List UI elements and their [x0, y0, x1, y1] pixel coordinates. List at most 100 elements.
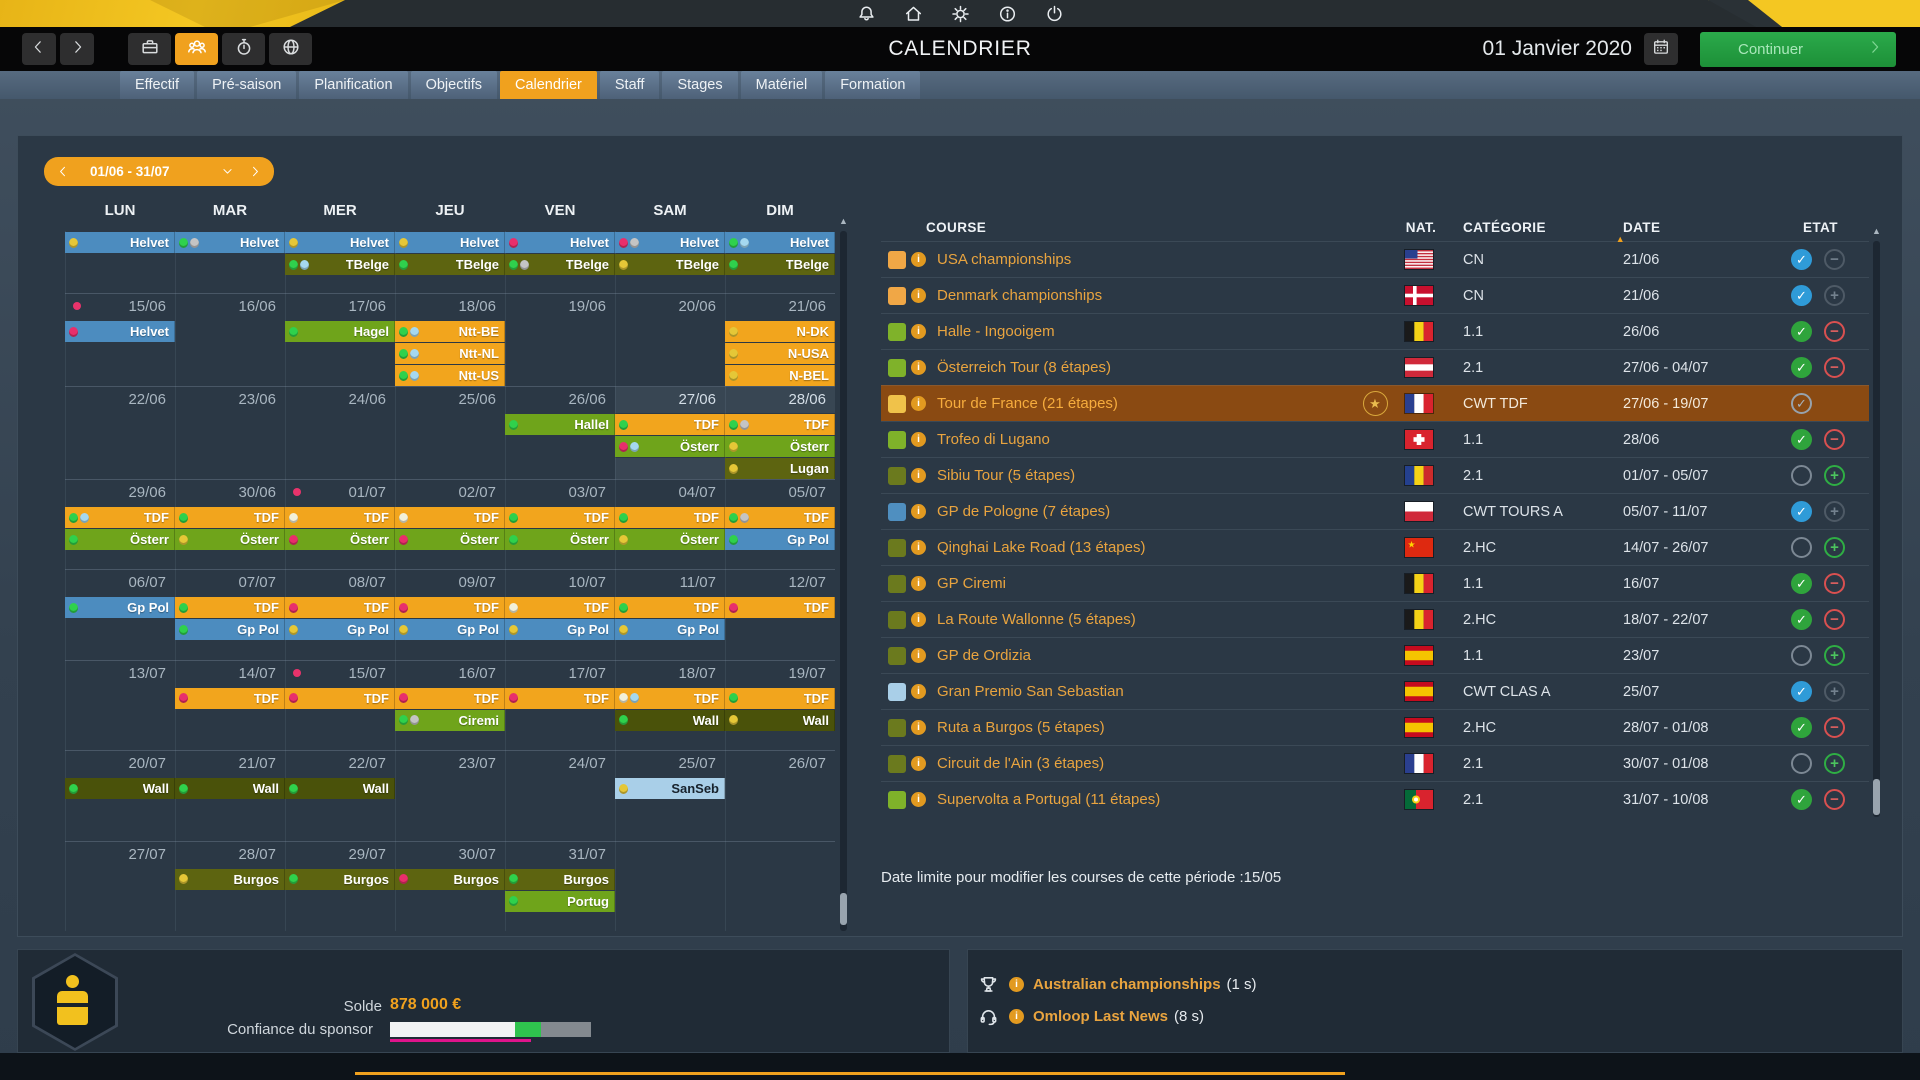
header-nat[interactable]: NAT. [1405, 220, 1437, 235]
calendar-event-tdf[interactable]: TDF [175, 597, 285, 619]
info-icon[interactable]: i [911, 252, 926, 267]
calendar-event-tdf[interactable]: TDF [285, 687, 395, 709]
calendar-event--sterr[interactable]: Österr [395, 529, 505, 550]
calendar-event-tdf[interactable]: TDF [615, 597, 725, 619]
calendar-event-helvet[interactable]: Helvet [175, 232, 285, 253]
info-icon[interactable]: i [911, 684, 926, 699]
calendar-event-wall[interactable]: Wall [65, 778, 175, 800]
course-row[interactable]: i Gran Premio San Sebastian CWT CLAS A 25/0… [881, 673, 1869, 709]
tab-formation[interactable]: Formation [825, 71, 921, 99]
calendar-event-helvet[interactable]: Helvet [395, 232, 505, 253]
nav-briefcase-button[interactable] [128, 33, 171, 65]
home-icon[interactable] [903, 3, 924, 24]
info-icon[interactable]: i [911, 468, 926, 483]
calendar-event-burgos[interactable]: Burgos [505, 868, 615, 890]
calendar-event-helvet[interactable]: Helvet [65, 321, 175, 342]
header-course[interactable]: COURSE [926, 220, 987, 235]
info-icon[interactable]: i [911, 792, 926, 807]
course-row[interactable]: i GP de Pologne (7 étapes) CWT TOURS A 05/0… [881, 493, 1869, 529]
calendar-event-wall[interactable]: Wall [175, 778, 285, 800]
date-range-selector[interactable]: 01/06 - 31/07 [44, 157, 274, 186]
continue-button[interactable]: Continuer [1700, 31, 1896, 67]
calendar-event-tdf[interactable]: TDF [395, 507, 505, 528]
range-next-icon[interactable] [248, 165, 261, 178]
add-course-icon[interactable]: + [1824, 537, 1845, 558]
calendar-event-gp-pol[interactable]: Gp Pol [725, 529, 835, 550]
calendar-event-hallei[interactable]: HalleI [505, 414, 615, 435]
calendar-event--sterr[interactable]: Österr [285, 529, 395, 550]
calendar-event-gp-pol[interactable]: Gp Pol [65, 597, 175, 619]
calendar-event--sterr[interactable]: Österr [65, 529, 175, 550]
calendar-event-gp-pol[interactable]: Gp Pol [395, 619, 505, 641]
remove-course-icon[interactable]: − [1824, 321, 1845, 342]
calendar-event-tbelge[interactable]: TBelge [725, 254, 835, 275]
course-row[interactable]: i Ruta a Burgos (5 étapes) 2.HC 28/07 - 01/… [881, 709, 1869, 745]
calendar-event-tdf[interactable]: TDF [725, 597, 835, 619]
info-icon[interactable]: i [911, 648, 926, 663]
calendar-event-helvet[interactable]: Helvet [505, 232, 615, 253]
sort-ascending-icon[interactable]: ▲ [1615, 234, 1625, 244]
tab-calendrier[interactable]: Calendrier [499, 71, 597, 99]
nav-team-button[interactable] [175, 33, 218, 65]
calendar-event-burgos[interactable]: Burgos [395, 868, 505, 890]
table-scrollbar-thumb[interactable] [1873, 779, 1880, 815]
calendar-event-helvet[interactable]: Helvet [725, 232, 835, 253]
calendar-event-ciremi[interactable]: Ciremi [395, 709, 505, 731]
power-icon[interactable] [1044, 3, 1065, 24]
bell-icon[interactable] [856, 3, 877, 24]
info-icon[interactable]: i [911, 504, 926, 519]
calendar-event--sterr[interactable]: Österr [175, 529, 285, 550]
calendar-event-tdf[interactable]: TDF [615, 687, 725, 709]
calendar-event-tdf[interactable]: TDF [505, 687, 615, 709]
add-course-icon[interactable]: + [1824, 645, 1845, 666]
calendar-event--sterr[interactable]: Österr [615, 529, 725, 550]
calendar-event-helvet[interactable]: Helvet [285, 232, 395, 253]
calendar-event--sterr[interactable]: Österr [615, 436, 725, 457]
calendar-event-burgos[interactable]: Burgos [285, 868, 395, 890]
tab-staff[interactable]: Staff [599, 71, 660, 99]
tab-objectifs[interactable]: Objectifs [410, 71, 497, 99]
calendar-event-n-usa[interactable]: N-USA [725, 343, 835, 364]
calendar-event-tdf[interactable]: TDF [725, 414, 835, 435]
course-row[interactable]: i USA championships CN 21/06 ✓ − [881, 241, 1869, 277]
course-row[interactable]: i Qinghai Lake Road (13 étapes) ★ 2.HC 14/07… [881, 529, 1869, 565]
scroll-up-icon[interactable]: ▲ [1872, 226, 1881, 236]
calendar-event-tdf[interactable]: TDF [725, 507, 835, 528]
add-course-icon[interactable]: + [1824, 465, 1845, 486]
course-row[interactable]: i La Route Wallonne (5 étapes) 2.HC 18/07 -… [881, 601, 1869, 637]
course-row[interactable]: i Halle - Ingooigem 1.1 26/06 ✓ − [881, 313, 1869, 349]
add-course-icon[interactable]: + [1824, 753, 1845, 774]
calendar-event-hagel[interactable]: Hagel [285, 321, 395, 342]
calendar-event-tdf[interactable]: TDF [175, 507, 285, 528]
course-row[interactable]: i Supervolta a Portugal (11 étapes) 2.1 31/… [881, 781, 1869, 817]
calendar-scrollbar-thumb[interactable] [840, 893, 847, 925]
settings-icon[interactable] [950, 3, 971, 24]
news-link[interactable]: Omloop Last News [1033, 1007, 1169, 1025]
remove-course-icon[interactable]: − [1824, 717, 1845, 738]
calendar-event-ntt-nl[interactable]: Ntt-NL [395, 343, 505, 364]
calendar-event-tdf[interactable]: TDF [65, 507, 175, 528]
info-icon[interactable]: i [911, 360, 926, 375]
info-icon[interactable]: i [911, 612, 926, 627]
calendar-event--sterr[interactable]: Österr [725, 436, 835, 457]
calendar-event-gp-pol[interactable]: Gp Pol [285, 619, 395, 641]
course-row[interactable]: i Circuit de l'Ain (3 étapes) 2.1 30/07 - 0… [881, 745, 1869, 781]
calendar-event-gp-pol[interactable]: Gp Pol [505, 619, 615, 641]
calendar-date-button[interactable] [1644, 33, 1678, 65]
calendar-event-tdf[interactable]: TDF [505, 507, 615, 528]
course-row[interactable]: i GP Ciremi 1.1 16/07 ✓ − [881, 565, 1869, 601]
remove-course-icon[interactable]: − [1824, 609, 1845, 630]
tab-effectif[interactable]: Effectif [120, 71, 195, 99]
calendar-event-helvet[interactable]: Helvet [615, 232, 725, 253]
calendar-event-n-bel[interactable]: N-BEL [725, 365, 835, 386]
course-row[interactable]: i Sibiu Tour (5 étapes) 2.1 01/07 - 05/07 + [881, 457, 1869, 493]
calendar-event-wall[interactable]: Wall [285, 778, 395, 800]
calendar-event-tdf[interactable]: TDF [615, 414, 725, 435]
info-icon[interactable]: i [911, 720, 926, 735]
calendar-event-ntt-be[interactable]: Ntt-BE [395, 321, 505, 342]
nav-globe-button[interactable] [269, 33, 312, 65]
calendar-event-tdf[interactable]: TDF [615, 507, 725, 528]
info-icon[interactable] [997, 3, 1018, 24]
calendar-event-gp-pol[interactable]: Gp Pol [175, 619, 285, 641]
tab-stages[interactable]: Stages [662, 71, 738, 99]
